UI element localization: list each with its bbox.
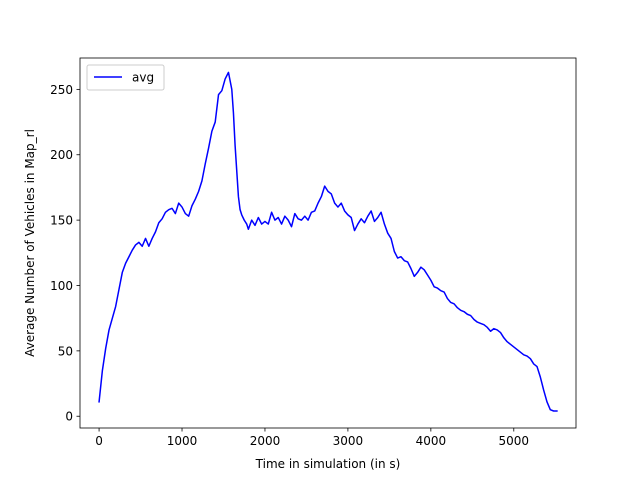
plot-area [80,58,576,428]
x-tick-label: 2000 [250,434,281,448]
x-tick-label: 4000 [416,434,447,448]
y-tick-label: 100 [50,279,73,293]
plot-lines [98,71,558,412]
x-axis-label: Time in simulation (in s) [255,457,401,471]
y-tick-label: 50 [58,344,73,358]
x-tick-label: 3000 [333,434,364,448]
x-tick-label: 1000 [167,434,198,448]
legend-label: avg [132,71,154,85]
y-tick-label: 150 [50,214,73,228]
plot-frame [79,57,577,429]
series-line-avg [98,71,558,412]
y-axis-label: Average Number of Vehicles in Map_rl [23,129,37,357]
y-tick-label: 250 [50,83,73,97]
y-tick-label: 0 [65,410,73,424]
legend: avg [86,64,165,91]
axis-ticks: 0 1000 2000 3000 4000 5000 0 50 100 150 200 250 [50,83,529,448]
x-tick-label: 5000 [499,434,530,448]
legend-box [86,64,165,91]
y-tick-label: 200 [50,148,73,162]
x-tick-label: 0 [95,434,103,448]
